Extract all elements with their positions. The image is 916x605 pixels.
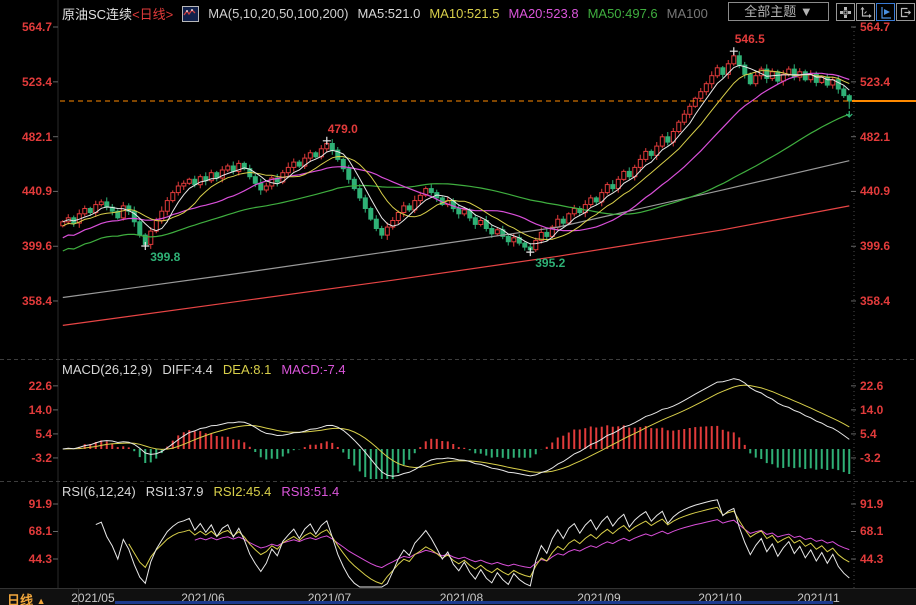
time-axis-bar <box>0 588 916 605</box>
price-axis-label: 399.6 <box>21 239 52 254</box>
price-axis-label: 358.4 <box>21 293 52 308</box>
ma5-value: MA5:521.0 <box>357 6 421 21</box>
price-axis-label: 523.4 <box>21 74 52 89</box>
price-axis-label: 440.9 <box>860 184 891 199</box>
period-tag: <日线> <box>132 7 174 22</box>
ma50-value: MA50:497.6 <box>587 6 658 21</box>
rsi-axis-label: 44.3 <box>28 551 52 566</box>
price-axis-label: 440.9 <box>21 184 52 199</box>
price-axis-label: 523.4 <box>860 74 891 89</box>
macd-diff-value: DIFF:4.4 <box>162 362 213 377</box>
period-label: 日线 <box>7 593 34 605</box>
macd-axis-label: 22.6 <box>860 378 884 393</box>
ma20-value: MA20:523.8 <box>508 6 579 21</box>
period-selector[interactable]: 日线 ▲ <box>7 590 46 605</box>
ma100-value: MA100 <box>666 6 708 21</box>
month-label: 2021/05 <box>71 591 115 605</box>
macd-axis-label: 22.6 <box>28 378 52 393</box>
price-annotation-low: 395.2 <box>535 256 566 271</box>
rsi-axis-label: 68.1 <box>860 524 884 539</box>
price-axis-label: 358.4 <box>860 293 891 308</box>
price-annotation-low: 399.8 <box>150 249 181 264</box>
symbol-name: 原油SC连续 <box>62 7 133 22</box>
macd-axis-label: 5.4 <box>35 426 52 441</box>
price-axis-label: 564.7 <box>21 20 52 34</box>
timebar-divider <box>78 589 79 605</box>
mini-chart-icon[interactable] <box>182 5 200 22</box>
price-annotation-high: 546.5 <box>734 32 765 47</box>
period-arrow-icon: ▲ <box>36 596 46 605</box>
symbol-title: 原油SC连续 <日线> <box>62 4 173 23</box>
macd-header: MACD(26,12,9) DIFF:4.4 DEA:8.1 MACD:-7.4 <box>62 362 346 377</box>
rsi2-value: RSI2:45.4 <box>213 484 272 499</box>
macd-macd-value: MACD:-7.4 <box>281 362 346 377</box>
price-annotation-high: 479.0 <box>327 121 358 136</box>
rsi-title: RSI(6,12,24) <box>62 484 136 499</box>
macd-axis-label: -3.2 <box>860 450 881 465</box>
macd-axis-label: 14.0 <box>860 402 884 417</box>
macd-axis-label: -3.2 <box>31 450 52 465</box>
price-axis-label: 482.1 <box>860 129 891 144</box>
macd-dea-value: DEA:8.1 <box>222 362 272 377</box>
rsi1-value: RSI1:37.9 <box>145 484 204 499</box>
rsi-axis-label: 68.1 <box>28 524 52 539</box>
move-icon[interactable] <box>836 3 855 21</box>
price-axis-label: 399.6 <box>860 239 891 254</box>
ma-settings-label: MA(5,10,20,50,100,200) <box>208 6 349 21</box>
rsi3-value: RSI3:51.4 <box>281 484 340 499</box>
ma10-value: MA10:521.5 <box>429 6 500 21</box>
macd-axis-label: 5.4 <box>860 426 877 441</box>
macd-axis-label: 14.0 <box>28 402 52 417</box>
theme-dropdown[interactable]: 全部主题 ▼ <box>728 2 829 21</box>
axis-scale-icon[interactable] <box>856 3 875 21</box>
macd-title: MACD(26,12,9) <box>62 362 153 377</box>
price-axis-label: 482.1 <box>21 129 52 144</box>
pop-out-icon[interactable] <box>896 3 915 21</box>
horizontal-scrollbar[interactable] <box>115 601 833 604</box>
rsi-axis-label: 91.9 <box>28 497 52 511</box>
price-axis-label: 564.7 <box>860 20 891 34</box>
rsi-axis-label: 91.9 <box>860 497 884 511</box>
main-chart-header: 原油SC连续 <日线> MA(5,10,20,50,100,200) MA5:52… <box>62 4 708 23</box>
rsi-header: RSI(6,12,24) RSI1:37.9 RSI2:45.4 RSI3:51… <box>62 484 339 499</box>
rsi-axis-label: 44.3 <box>860 551 884 566</box>
draw-tool-icon[interactable] <box>876 3 895 21</box>
